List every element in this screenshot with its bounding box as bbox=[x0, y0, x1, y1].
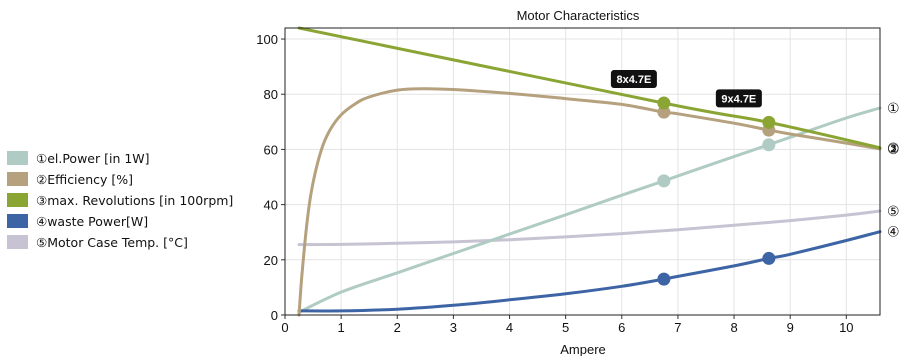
data-point bbox=[762, 138, 776, 152]
x-tick-label: 8 bbox=[730, 320, 737, 335]
x-tick-label: 2 bbox=[394, 320, 401, 335]
series-end-label: ⑤ bbox=[887, 204, 900, 220]
legend-swatch bbox=[7, 235, 28, 249]
grid bbox=[284, 28, 880, 316]
data-point bbox=[657, 105, 671, 119]
x-tick-label: 0 bbox=[281, 320, 288, 335]
x-tick-label: 4 bbox=[506, 320, 513, 335]
series-line bbox=[297, 209, 882, 247]
series-end-label: ① bbox=[887, 101, 900, 117]
y-tick-label: 80 bbox=[264, 87, 278, 102]
x-tick-label: 3 bbox=[450, 320, 457, 335]
series-end-label: ③ bbox=[887, 141, 900, 157]
y-tick-label: 40 bbox=[264, 198, 278, 213]
x-axis-title: Ampere bbox=[560, 342, 606, 356]
tag-label: 9x4.7E bbox=[721, 93, 756, 105]
data-point bbox=[657, 272, 671, 286]
x-tick-label: 10 bbox=[839, 320, 853, 335]
x-tick-label: 7 bbox=[674, 320, 681, 335]
x-tick-label: 5 bbox=[562, 320, 569, 335]
y-tick-label: 20 bbox=[264, 253, 278, 268]
series-group: 8x4.7E 9x4.7E bbox=[297, 26, 882, 317]
x-tick-label: 9 bbox=[787, 320, 794, 335]
x-tick-label: 6 bbox=[618, 320, 625, 335]
x-tick-label: 1 bbox=[338, 320, 345, 335]
legend-swatch bbox=[7, 151, 28, 165]
legend-label: ④waste Power[W] bbox=[36, 214, 148, 229]
series-line bbox=[297, 230, 882, 313]
series-end-label: ④ bbox=[887, 225, 900, 241]
plot-frame bbox=[284, 27, 881, 316]
legend-swatch bbox=[7, 172, 28, 186]
y-tick-label: 100 bbox=[256, 32, 278, 47]
legend-label: ①el.Power [in 1W] bbox=[36, 151, 150, 166]
legend-label: ⑤Motor Case Temp. [°C] bbox=[36, 235, 188, 250]
legend-label: ②Efficiency [%] bbox=[36, 172, 133, 187]
legend-label: ③max. Revolutions [in 100rpm] bbox=[36, 193, 233, 208]
series-end-label: ② bbox=[887, 142, 900, 158]
legend-swatch bbox=[7, 193, 28, 207]
tag-label: 8x4.7E bbox=[616, 74, 651, 86]
series-line bbox=[297, 87, 882, 317]
data-point bbox=[762, 251, 776, 265]
data-point bbox=[762, 115, 776, 129]
legend: ①el.Power [in 1W] ②Efficiency [%] ③max. Re… bbox=[7, 151, 233, 250]
y-tick-label: 60 bbox=[264, 142, 278, 157]
tag-box bbox=[715, 89, 762, 108]
y-tick-label: 0 bbox=[271, 308, 278, 323]
series-line bbox=[297, 26, 882, 150]
series-line bbox=[297, 106, 882, 314]
legend-swatch bbox=[7, 214, 28, 228]
chart-title: Motor Characteristics bbox=[517, 8, 640, 23]
series-end-labels: ① ②③ ④ ⑤ bbox=[887, 101, 900, 241]
data-point bbox=[657, 174, 671, 188]
tag-box bbox=[610, 70, 657, 89]
data-point bbox=[657, 96, 671, 110]
